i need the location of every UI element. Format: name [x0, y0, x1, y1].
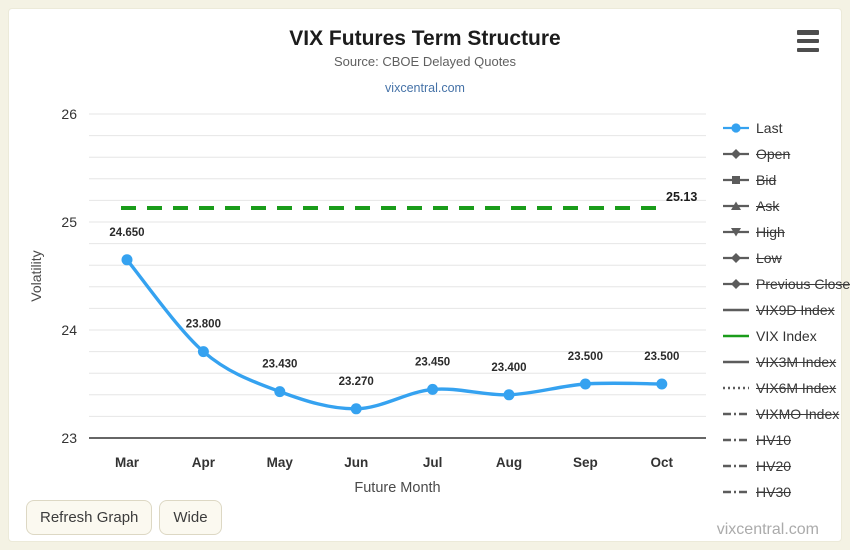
hamburger-menu-icon[interactable]: [797, 30, 821, 52]
legend-item-vix9d-index[interactable]: VIX9D Index: [723, 297, 850, 323]
svg-text:May: May: [267, 455, 294, 470]
watermark-text: vixcentral.com: [716, 521, 819, 538]
legend-label: High: [756, 224, 785, 240]
svg-text:23.270: 23.270: [339, 376, 374, 388]
svg-text:Sep: Sep: [573, 455, 598, 470]
legend-line-icon: [723, 386, 749, 390]
legend-line-icon: [723, 308, 749, 312]
legend-diamond-icon: [723, 149, 749, 159]
legend-item-bid[interactable]: Bid: [723, 167, 850, 193]
svg-text:23.400: 23.400: [491, 362, 526, 374]
legend-square-icon: [723, 176, 749, 184]
svg-text:Jul: Jul: [423, 455, 443, 470]
legend-item-previous-close[interactable]: Previous Close: [723, 271, 850, 297]
legend-label: HV10: [756, 432, 792, 448]
legend-line-icon: [723, 360, 749, 364]
svg-text:23.800: 23.800: [186, 319, 221, 331]
legend-item-vixmo-index[interactable]: VIXMO Index: [723, 401, 850, 427]
legend-line-icon: [723, 464, 749, 468]
legend-label: Open: [756, 146, 791, 162]
legend-line-icon: [723, 490, 749, 494]
legend-item-vix6m-index[interactable]: VIX6M Index: [723, 375, 850, 401]
svg-text:25.13: 25.13: [666, 190, 697, 204]
legend-label: VIX3M Index: [756, 354, 837, 370]
legend-label: VIX9D Index: [756, 302, 835, 318]
svg-text:Oct: Oct: [651, 455, 674, 470]
legend-label: VIX Index: [756, 328, 817, 344]
legend-item-vix3m-index[interactable]: VIX3M Index: [723, 349, 850, 375]
legend-label: VIX6M Index: [756, 380, 837, 396]
svg-text:24: 24: [61, 322, 77, 338]
legend-item-hv30[interactable]: HV30: [723, 479, 850, 505]
svg-text:Aug: Aug: [496, 455, 522, 470]
svg-text:23.450: 23.450: [415, 356, 450, 368]
legend-item-ask[interactable]: Ask: [723, 193, 850, 219]
legend-line-icon: [723, 334, 749, 338]
chart-card: VIX Futures Term Structure Source: CBOE …: [8, 8, 850, 542]
legend-label: Last: [756, 120, 783, 136]
legend-item-open[interactable]: Open: [723, 141, 850, 167]
wide-button[interactable]: Wide: [159, 500, 222, 535]
legend-label: VIXMO Index: [756, 406, 840, 422]
svg-text:26: 26: [61, 106, 77, 122]
legend-diamond-icon: [723, 279, 749, 289]
legend-item-low[interactable]: Low: [723, 245, 850, 271]
svg-text:25: 25: [61, 214, 77, 230]
legend-label: Low: [756, 250, 782, 266]
legend-item-high[interactable]: High: [723, 219, 850, 245]
hamburger-bar: [797, 30, 819, 35]
hamburger-bar: [797, 47, 819, 52]
legend-item-vix-index[interactable]: VIX Index: [723, 323, 850, 349]
legend-triangle-up-icon: [723, 201, 749, 210]
svg-text:23.500: 23.500: [568, 351, 603, 363]
chart-legend: Last Open Bid Ask High Low Previous Close VIX9D…: [723, 115, 850, 505]
svg-text:Apr: Apr: [192, 455, 216, 470]
chart-title: VIX Futures Term Structure: [289, 27, 561, 50]
svg-text:Jun: Jun: [344, 455, 368, 470]
legend-line-icon: [723, 412, 749, 416]
legend-label: Previous Close: [756, 276, 850, 292]
svg-text:Volatility: Volatility: [28, 250, 44, 301]
svg-text:24.650: 24.650: [109, 227, 144, 239]
chart-subtitle: Source: CBOE Delayed Quotes: [333, 54, 517, 69]
svg-text:Future Month: Future Month: [354, 480, 440, 496]
legend-diamond-icon: [723, 253, 749, 263]
svg-text:23: 23: [61, 430, 77, 446]
legend-line-icon: [723, 438, 749, 442]
legend-circle-icon: [723, 123, 749, 133]
svg-text:23.430: 23.430: [262, 359, 297, 371]
legend-label: HV30: [756, 484, 792, 500]
legend-label: Ask: [756, 198, 780, 214]
legend-label: HV20: [756, 458, 792, 474]
legend-item-last[interactable]: Last: [723, 115, 850, 141]
legend-label: Bid: [756, 172, 777, 188]
hamburger-bar: [797, 38, 819, 44]
footer-buttons: Refresh Graph Wide: [26, 500, 222, 535]
refresh-graph-button[interactable]: Refresh Graph: [26, 500, 153, 535]
svg-text:23.500: 23.500: [644, 351, 679, 363]
svg-text:Mar: Mar: [115, 455, 140, 470]
chart-source-link: vixcentral.com: [385, 81, 465, 95]
legend-triangle-down-icon: [723, 228, 749, 237]
chart-canvas: 23 24 25 26 Volatility Mar Apr May Jun Jul Aug Sep O…: [28, 106, 706, 496]
legend-item-hv10[interactable]: HV10: [723, 427, 850, 453]
legend-item-hv20[interactable]: HV20: [723, 453, 850, 479]
